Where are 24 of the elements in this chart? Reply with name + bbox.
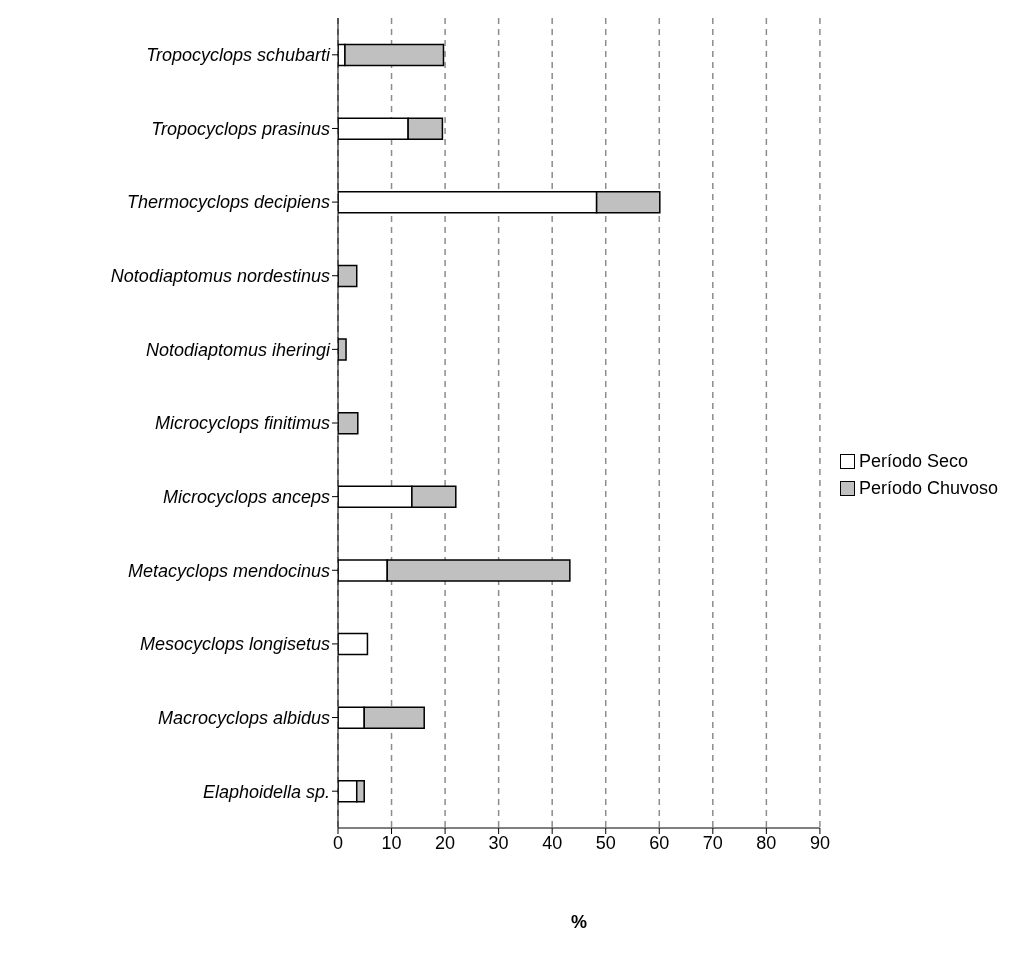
x-tick-label: 60 — [649, 832, 670, 853]
x-tick-label: 80 — [756, 832, 777, 853]
x-tick-label: 20 — [435, 832, 456, 853]
y-tick-label: Notodiaptomus iheringi — [145, 339, 331, 360]
legend-label: Período Chuvoso — [858, 478, 998, 499]
y-tick-label: Elaphoidella sp. — [202, 781, 330, 802]
y-tick-label: Mesocyclops longisetus — [139, 634, 330, 655]
x-tick-label: 10 — [381, 832, 402, 853]
legend-label: Período Seco — [858, 451, 968, 472]
x-axis-title: % — [570, 912, 587, 932]
x-tick-label: 50 — [595, 832, 616, 853]
y-tick-label: Notodiaptomus nordestinus — [110, 266, 330, 287]
x-tick-label: 70 — [702, 832, 723, 853]
y-tick-label: Tropocyclops prasinus — [151, 118, 330, 139]
y-tick-label: Microcyclops finitimus — [154, 413, 330, 434]
y-tick-label: Thermocyclops decipiens — [126, 192, 330, 213]
y-tick-label: Microcyclops anceps — [162, 487, 330, 508]
y-tick-label: Macrocyclops albidus — [157, 707, 330, 728]
x-tick-label: 40 — [542, 832, 563, 853]
x-tick-label: 30 — [488, 832, 509, 853]
x-tick-label: 90 — [809, 832, 830, 853]
y-tick-label: Metacyclops mendocinus — [127, 560, 330, 581]
y-tick-label: Tropocyclops schubarti — [146, 45, 331, 66]
x-tick-label: 0 — [332, 832, 344, 853]
